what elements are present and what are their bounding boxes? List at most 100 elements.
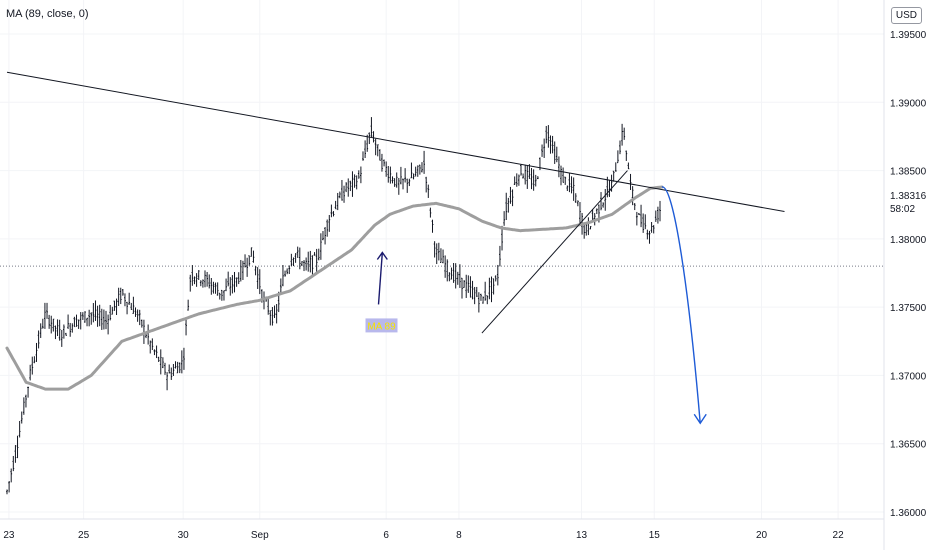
candle (298, 247, 301, 270)
candle (583, 223, 586, 239)
candle (591, 209, 594, 222)
candle (100, 308, 103, 330)
candle (77, 319, 80, 329)
candle (102, 309, 105, 330)
candle (140, 319, 143, 328)
candle (216, 282, 219, 296)
candle (8, 481, 11, 493)
candle (239, 259, 242, 282)
candle (490, 276, 493, 303)
candle (416, 165, 419, 177)
candle (157, 356, 160, 363)
candle (288, 265, 291, 275)
candle (638, 212, 640, 216)
candle (315, 248, 318, 273)
candle (595, 208, 598, 215)
candle (621, 123, 623, 146)
candle (395, 172, 398, 188)
candle (324, 227, 326, 245)
candle (311, 255, 314, 276)
indicator-legend[interactable]: MA (89, close, 0) (6, 8, 89, 20)
candle (387, 166, 390, 183)
candle (456, 271, 459, 285)
price-axis[interactable]: 1.39500 1.39000 1.38500 1.38000 1.37500 1.370… (890, 30, 927, 519)
candle (366, 134, 369, 152)
candle (52, 318, 55, 332)
candle (33, 356, 36, 364)
candle (220, 289, 223, 301)
candle (330, 204, 333, 218)
candle (132, 296, 135, 314)
candle (414, 166, 417, 177)
candle (477, 292, 480, 313)
candle (499, 245, 501, 267)
candle (199, 280, 202, 287)
candle (437, 242, 440, 261)
candle (418, 164, 421, 175)
candle (231, 275, 234, 294)
time-tick-label: Sep (251, 530, 269, 541)
candle (397, 177, 400, 195)
price-tick-label: 1.38000 (890, 235, 927, 246)
candle (553, 141, 556, 164)
candle (623, 127, 626, 140)
candle (600, 192, 602, 211)
candle (616, 150, 619, 164)
candle (204, 270, 206, 288)
candle (627, 162, 630, 170)
candle (208, 274, 211, 289)
candle (427, 184, 430, 198)
candle (349, 180, 352, 192)
candle (92, 303, 95, 323)
ma-annotation-label: MA 89 (367, 321, 396, 332)
candle (18, 420, 21, 438)
ma-annotation[interactable]: MA 89 (365, 251, 398, 333)
candle (570, 176, 573, 194)
forecast-arrow-path[interactable] (661, 186, 701, 424)
current-price-value: 1.38316 (890, 191, 927, 202)
candle (452, 263, 455, 283)
candle (345, 182, 348, 193)
candle (423, 150, 425, 174)
candle (307, 251, 310, 272)
candle (458, 264, 461, 288)
candle (86, 317, 88, 327)
candle (134, 307, 137, 317)
candle (56, 319, 59, 337)
trendline-descending-resistance[interactable] (6, 71, 785, 213)
candle (50, 315, 53, 334)
candle (385, 161, 388, 177)
candle (642, 213, 645, 233)
forecast-arrowhead (693, 413, 707, 425)
candle (560, 165, 562, 186)
candle (284, 270, 286, 277)
candle (107, 314, 110, 335)
candle (410, 162, 413, 179)
candle (543, 138, 546, 158)
candle (576, 200, 579, 207)
candle (279, 278, 282, 294)
trendlines[interactable] (6, 71, 785, 334)
candle (54, 325, 57, 340)
candle (22, 397, 25, 415)
ma-annotation-label-bg (365, 318, 398, 333)
candle (126, 301, 128, 315)
currency-button[interactable]: USD (890, 7, 922, 24)
candle (65, 332, 67, 336)
price-tick-label: 1.37500 (890, 303, 927, 314)
price-tick-label: 1.37000 (890, 371, 927, 382)
candle (338, 191, 341, 199)
time-axis[interactable]: 23 25 30 Sep 6 8 13 15 20 22 (3, 530, 844, 541)
candle (27, 386, 29, 398)
candle (393, 178, 396, 187)
candle (568, 173, 571, 193)
candle (98, 304, 101, 327)
candle (75, 314, 78, 327)
candle (94, 300, 97, 321)
trendline-ascending-support[interactable] (481, 170, 628, 334)
candle (225, 278, 227, 292)
price-tick-label: 1.36000 (890, 508, 927, 519)
candle (400, 166, 402, 185)
candle (644, 214, 647, 230)
